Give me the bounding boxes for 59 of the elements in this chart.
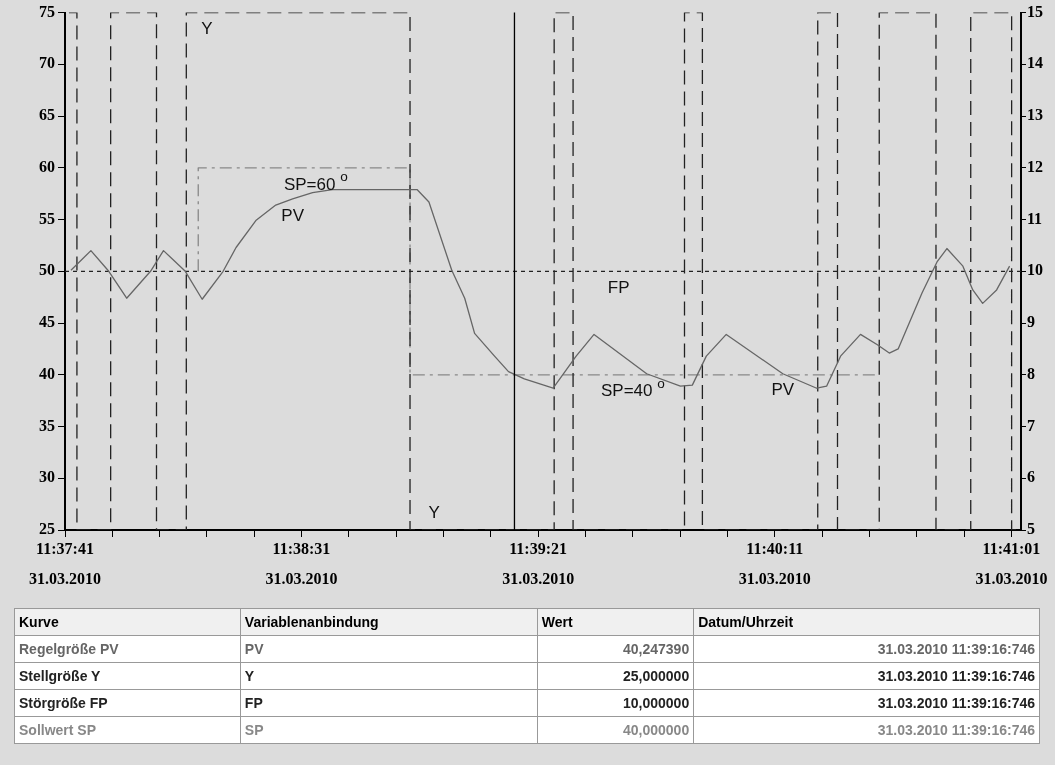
text: 31.03.2010: [975, 570, 1048, 588]
x-tick-label: 11:37:41: [36, 539, 94, 557]
text: Sollwert SP: [14, 716, 241, 744]
y-tick-label: 55: [39, 209, 55, 227]
y2-tick-label: 6: [1027, 468, 1035, 486]
text: 40,247390: [537, 635, 694, 663]
y-tick-label: 75: [39, 2, 55, 20]
annotation: SP=60 o: [283, 168, 348, 194]
text: FP: [240, 689, 538, 717]
text: PV: [240, 635, 538, 663]
text: Datum/Uhrzeit: [693, 608, 1040, 636]
x-tick-label: 11:39:21: [509, 539, 568, 557]
text: 25,000000: [537, 662, 694, 690]
annotation: FP: [607, 277, 630, 297]
text: 31.03.2010: [738, 570, 811, 588]
annotation: PV: [281, 205, 305, 225]
y2-tick-label: 12: [1027, 157, 1043, 175]
y-tick-label: 45: [39, 313, 55, 331]
text: Variablenanbindung: [240, 608, 538, 636]
text: Stellgröße Y: [14, 662, 241, 690]
text: 31.03.2010 11:39:16:746: [693, 635, 1040, 663]
y2-tick-label: 15: [1027, 2, 1043, 20]
y-tick-label: 65: [39, 106, 55, 124]
x-tick-label: 11:40:11: [746, 539, 804, 557]
x-tick-label: 11:38:31: [272, 539, 331, 557]
text: Störgröße FP: [14, 689, 241, 717]
annotation: Y: [201, 19, 213, 39]
x-tick-label: 11:41:01: [982, 539, 1041, 557]
y2-tick-label: 5: [1027, 520, 1035, 538]
text: 31.03.2010: [502, 570, 575, 588]
annotation: PV: [771, 380, 795, 400]
text: 31.03.2010 11:39:16:746: [693, 662, 1040, 690]
y2-tick-label: 8: [1027, 364, 1035, 382]
y2-tick-label: 7: [1027, 416, 1035, 434]
annotation: Y: [428, 502, 440, 522]
y-tick-label: 50: [39, 261, 55, 279]
text: 31.03.2010 11:39:16:746: [693, 716, 1040, 744]
y-tick-label: 70: [39, 54, 55, 72]
y-tick-label: 30: [39, 468, 55, 486]
y2-tick-label: 14: [1027, 54, 1043, 72]
text: 10,000000: [537, 689, 694, 717]
y-tick-label: 35: [39, 416, 55, 434]
text: Regelgröße PV: [14, 635, 241, 663]
annotation: SP=40 o: [600, 375, 665, 401]
text: 31.03.2010: [265, 570, 338, 588]
text: SP: [240, 716, 538, 744]
text: 31.03.2010: [29, 570, 101, 588]
text: 40,000000: [537, 716, 694, 744]
y-tick-label: 40: [39, 364, 55, 382]
text: Kurve: [14, 608, 241, 636]
y2-tick-label: 13: [1027, 106, 1043, 124]
y-tick-label: 60: [39, 157, 55, 175]
text: 31.03.2010 11:39:16:746: [693, 689, 1040, 717]
y-tick-label: 25: [39, 520, 55, 538]
text: Wert: [537, 608, 694, 636]
y2-tick-label: 9: [1027, 313, 1035, 331]
text: Y: [240, 662, 538, 690]
y2-tick-label: 11: [1027, 209, 1043, 227]
y2-tick-label: 10: [1027, 261, 1043, 279]
